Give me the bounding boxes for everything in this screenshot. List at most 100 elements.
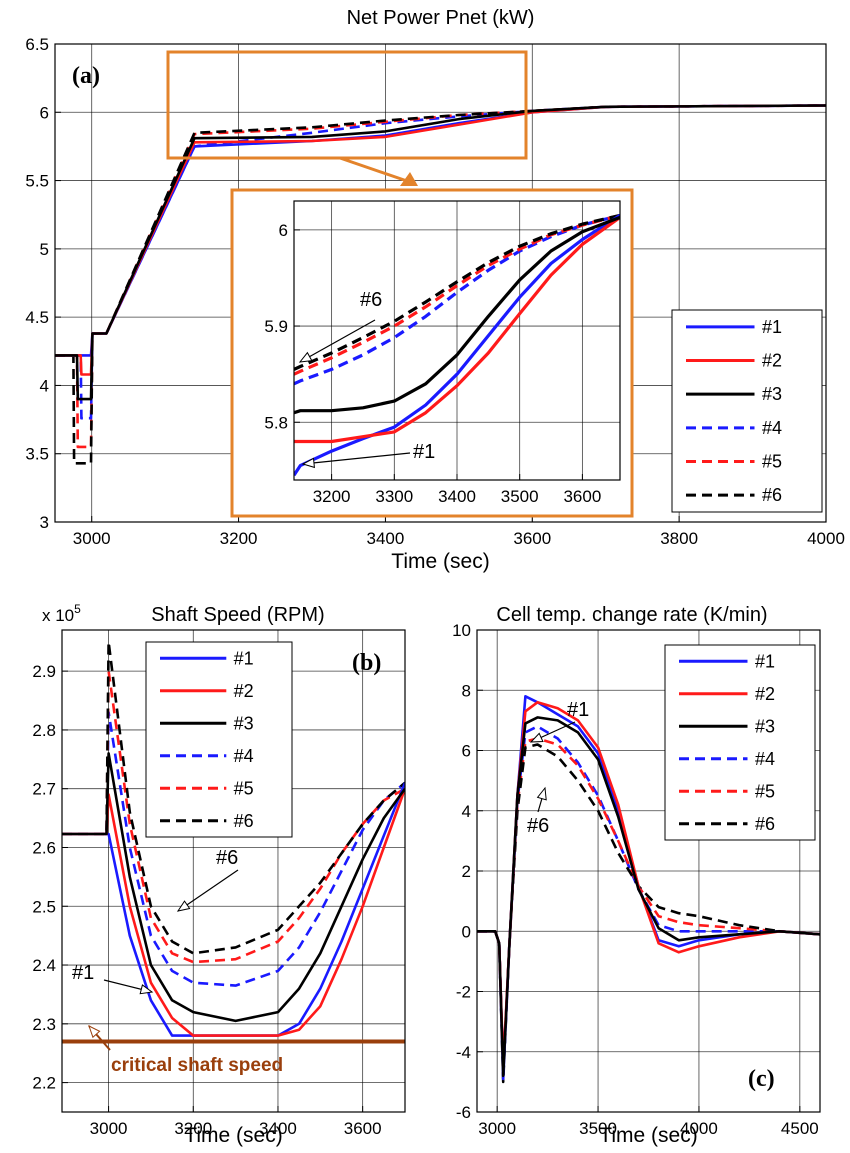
c-series-4 [477, 725, 820, 1072]
a-xtick-3: 3600 [513, 529, 551, 548]
c-series-6 [477, 743, 820, 1084]
c-arrow-1-head [529, 732, 544, 743]
b-xtick-2: 3400 [259, 1119, 297, 1138]
c-legend-label-3: #3 [755, 716, 775, 736]
b-frame [61, 629, 406, 1113]
b-series-6 [62, 640, 405, 955]
c-title: Cell temp. change rate (K/min) [496, 604, 767, 626]
inset-xtick-1: 3300 [375, 487, 413, 506]
b-ytick-0: 2.2 [32, 1074, 56, 1093]
inset-series-1 [294, 214, 620, 477]
c-xtick-2: 4000 [680, 1119, 718, 1138]
c-xlabel: Time (sec) [599, 1124, 697, 1147]
c-ytick-0: -6 [456, 1103, 471, 1122]
a-legend-label-5: #5 [762, 452, 782, 472]
a-legend-label-1: #1 [762, 317, 782, 337]
a-series-3 [55, 104, 826, 401]
c-ytick-7: 8 [462, 681, 471, 700]
a-zoom-arrow-head [400, 172, 418, 186]
c-frame [476, 629, 821, 1113]
c-annot-6: #6 [527, 815, 549, 837]
b-series-4 [62, 710, 405, 987]
a-ytick-4: 5 [40, 240, 49, 259]
c-annot-1: #1 [567, 699, 589, 721]
b-title: Shaft Speed (RPM) [151, 604, 324, 626]
inset-xtick-4: 3600 [563, 487, 601, 506]
b-legend-label-1: #1 [234, 648, 254, 668]
b-xlabel: Time (sec) [184, 1124, 282, 1147]
inset-xtick-2: 3400 [438, 487, 476, 506]
a-ytick-1: 3.5 [25, 445, 49, 464]
c-series-3 [477, 716, 820, 1078]
c-legend-label-2: #2 [755, 684, 775, 704]
inset-ytick-2: 6 [279, 221, 288, 240]
a-legend-label-6: #6 [762, 485, 782, 505]
inset-xtick-3: 3500 [501, 487, 539, 506]
inset-series-4 [294, 213, 620, 386]
b-series-2 [62, 788, 405, 1037]
c-legend [664, 644, 816, 841]
a-xtick-4: 3800 [660, 529, 698, 548]
a-ytick-0: 3 [40, 513, 49, 532]
b-xtick-1: 3200 [174, 1119, 212, 1138]
a-zoom-arrow-line [339, 156, 411, 184]
inset-series-group [294, 213, 620, 477]
b-critical-arrow-head [88, 1025, 101, 1039]
b-ytick-7: 2.9 [32, 662, 56, 681]
b-arrow-6-line [177, 869, 239, 912]
a-legend-label-2: #2 [762, 351, 782, 371]
b-ytick-1: 2.3 [32, 1015, 56, 1034]
a-ytick-3: 4.5 [25, 308, 49, 327]
a-ytick-5: 5.5 [25, 172, 49, 191]
inset-frame [293, 200, 621, 481]
c-arrow-6-head [536, 786, 547, 801]
b-series-3 [62, 752, 405, 1023]
b-ytick-5: 2.7 [32, 780, 56, 799]
inset-xtick-0: 3200 [313, 487, 351, 506]
b-critical-label: critical shaft speed [111, 1055, 283, 1076]
c-legend-label-4: #4 [755, 749, 775, 769]
inset-annot-6: #6 [360, 289, 382, 311]
c-legend-label-1: #1 [755, 651, 775, 671]
c-xtick-0: 3000 [478, 1119, 516, 1138]
inset-series-5 [294, 213, 620, 376]
b-arrow-1-head [139, 984, 154, 995]
a-series-group [55, 104, 826, 465]
a-xlabel: Time (sec) [391, 550, 489, 573]
a-ytick-7: 6.5 [25, 35, 49, 54]
a-xtick-1: 3200 [220, 529, 258, 548]
b-legend-label-4: #4 [234, 746, 254, 766]
c-ytick-4: 2 [462, 862, 471, 881]
c-legend-label-5: #5 [755, 781, 775, 801]
a-legend [671, 309, 823, 513]
a-ytick-2: 4 [40, 376, 49, 395]
b-ytick-2: 2.4 [32, 956, 56, 975]
inset-arrow-6-head [298, 351, 313, 363]
b-annot-1: #1 [72, 962, 94, 984]
b-exponent-power: 5 [74, 602, 81, 616]
c-xtick-3: 4500 [781, 1119, 819, 1138]
b-legend-label-3: #3 [234, 713, 254, 733]
b-exponent: x 105 [42, 602, 81, 625]
b-ytick-6: 2.8 [32, 721, 56, 740]
c-ytick-3: 0 [462, 922, 471, 941]
a-ytick-6: 6 [40, 103, 49, 122]
inset-arrow-1-line [302, 452, 411, 465]
c-legend-label-6: #6 [755, 814, 775, 834]
b-legend-label-2: #2 [234, 681, 254, 701]
b-series-group [62, 640, 405, 1037]
b-ytick-3: 2.5 [32, 897, 56, 916]
b-ytick-4: 2.6 [32, 838, 56, 857]
c-ytick-8: 10 [452, 621, 471, 640]
c-series-group [477, 694, 820, 1084]
b-arrow-6-head [176, 900, 191, 912]
inset-arrow-1-head [301, 457, 315, 469]
c-ytick-2: -2 [456, 983, 471, 1002]
b-legend [145, 641, 293, 838]
a-series-5 [55, 104, 826, 449]
a-frame [54, 43, 827, 523]
inset-ytick-1: 5.9 [264, 317, 288, 336]
b-xtick-0: 3000 [90, 1119, 128, 1138]
inset-series-6 [294, 213, 620, 371]
inset-ytick-0: 5.8 [264, 413, 288, 432]
